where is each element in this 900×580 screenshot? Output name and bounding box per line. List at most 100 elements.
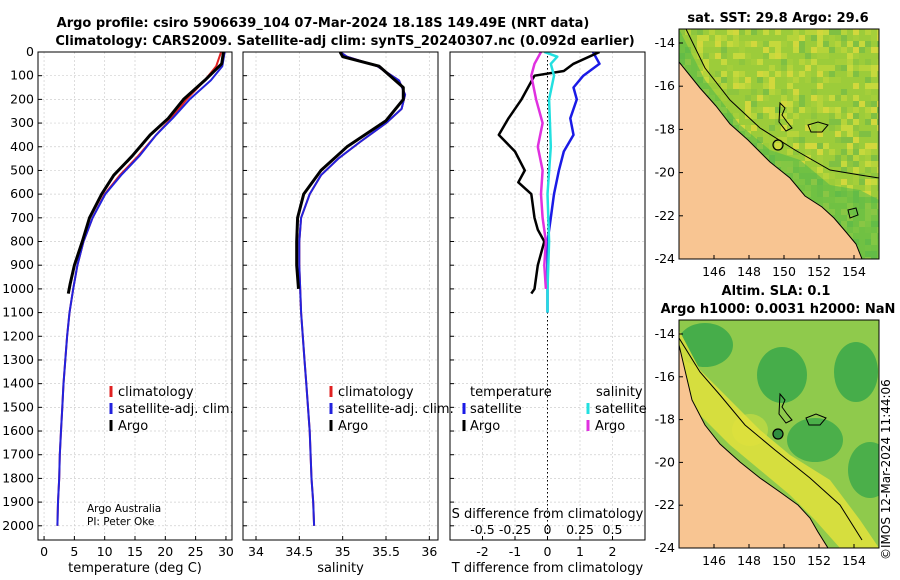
sst-pixel: [787, 119, 793, 125]
sst-pixel: [871, 173, 877, 179]
sst-pixel: [811, 101, 817, 107]
x-tick-label: 36: [421, 544, 437, 559]
sst-pixel: [703, 41, 709, 47]
sst-pixel: [865, 77, 871, 83]
sst-pixel: [799, 71, 805, 77]
sst-pixel: [853, 155, 859, 161]
legend-label-s-argo: Argo: [595, 419, 625, 434]
sst-pixel: [757, 95, 763, 101]
sst-pixel: [775, 119, 781, 125]
sst-pixel: [811, 77, 817, 83]
sst-pixel: [709, 53, 715, 59]
sst-pixel: [697, 29, 703, 35]
sla-eddy: [834, 342, 878, 402]
sst-pixel: [763, 47, 769, 53]
sst-pixel: [859, 65, 865, 71]
sst-pixel: [841, 179, 847, 185]
sst-pixel: [793, 137, 799, 143]
sst-pixel: [745, 83, 751, 89]
sst-pixel: [877, 41, 879, 47]
sst-pixel: [853, 101, 859, 107]
sst-pixel: [817, 149, 823, 155]
sst-pixel: [793, 107, 799, 113]
sst-map-axes: 146 148 150 152 154 -14 -16 -18 -20 -22 -24: [655, 35, 866, 279]
sst-pixel: [817, 95, 823, 101]
sst-pixel: [697, 47, 703, 53]
map-x-tick-label: 148: [737, 264, 761, 279]
map-y-tick-label: -18: [655, 121, 675, 136]
sst-pixel: [847, 155, 853, 161]
sst-pixel: [823, 47, 829, 53]
sst-pixel: [847, 149, 853, 155]
sst-pixel: [847, 113, 853, 119]
sst-pixel: [769, 77, 775, 83]
sst-pixel: [865, 161, 871, 167]
sst-pixel: [745, 53, 751, 59]
legend-label-t-argo: Argo: [470, 419, 500, 434]
sst-pixel: [787, 35, 793, 41]
sst-pixel: [751, 101, 757, 107]
map-y-tick-label: -20: [655, 454, 675, 469]
argo-float-marker: [772, 428, 784, 440]
sst-pixel: [787, 107, 793, 113]
series-t-satellite: [546, 52, 601, 313]
sst-pixel: [877, 107, 879, 113]
sst-map-frame: [678, 28, 880, 260]
sst-pixel: [721, 95, 727, 101]
sst-pixel: [841, 59, 847, 65]
map-y-tick-label: -14: [655, 326, 675, 341]
sst-pixel: [781, 53, 787, 59]
sst-pixel: [799, 59, 805, 65]
y-tick-label: 700: [10, 210, 34, 225]
sst-pixel: [709, 29, 715, 35]
sla-eddy: [848, 442, 879, 498]
sst-pixel: [829, 173, 835, 179]
series-group: [56, 52, 226, 526]
sst-pixel: [829, 149, 835, 155]
sst-pixel: [871, 83, 877, 89]
sst-reef: [778, 101, 793, 132]
sst-pixel: [823, 29, 829, 35]
y-tick-label: 400: [10, 139, 34, 154]
sst-pixel: [739, 59, 745, 65]
sst-pixel: [871, 179, 877, 185]
sst-pixel: [781, 71, 787, 77]
sst-pixel: [859, 179, 865, 185]
series-satellite-adj-clim-: [298, 52, 407, 526]
sst-pixel: [853, 161, 859, 167]
sst-pixel: [715, 35, 721, 41]
sst-pixel: [811, 167, 817, 173]
sst-pixel: [727, 29, 733, 35]
sst-pixel: [841, 119, 847, 125]
x-tick-label: 35: [335, 544, 351, 559]
sst-pixel: [877, 35, 879, 41]
sst-pixel: [829, 107, 835, 113]
sst-pixel: [697, 65, 703, 71]
sst-pixel: [835, 47, 841, 53]
series-argo: [295, 52, 405, 290]
sst-pixel: [751, 113, 757, 119]
sst-pixel: [835, 59, 841, 65]
sst-pixel: [817, 35, 823, 41]
sst-pixel: [703, 65, 709, 71]
sst-pixel: [757, 137, 763, 143]
sst-pixel: [715, 71, 721, 77]
x-tick-label: 0: [544, 544, 552, 559]
sst-pixel: [691, 29, 697, 35]
sst-pixel: [853, 35, 859, 41]
sst-pixel: [853, 119, 859, 125]
sst-pixel: [865, 101, 871, 107]
sst-pixel: [799, 41, 805, 47]
y-tick-label: 1300: [2, 352, 34, 367]
sst-land: [679, 29, 863, 259]
sst-pixel: [871, 47, 877, 53]
sst-pixel: [859, 161, 865, 167]
sst-pixel: [811, 29, 817, 35]
y-tick-label: 1500: [2, 399, 34, 414]
sst-pixel: [835, 29, 841, 35]
sst-pixel: [829, 161, 835, 167]
sst-pixel: [853, 107, 859, 113]
sst-pixel: [853, 179, 859, 185]
sst-pixel: [781, 59, 787, 65]
